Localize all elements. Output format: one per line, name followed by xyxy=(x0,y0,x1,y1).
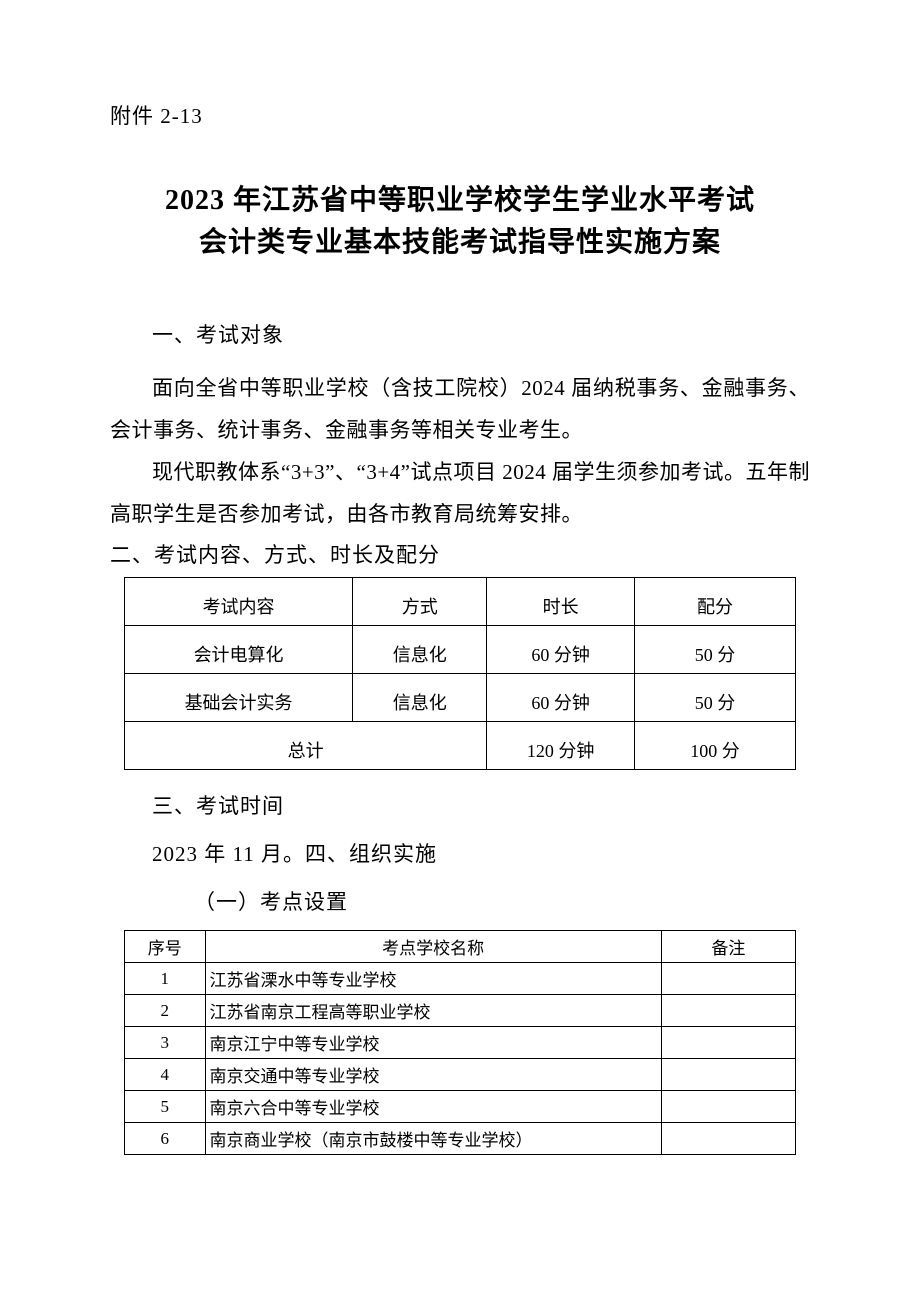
td-note xyxy=(661,1027,795,1059)
title-line-2: 会计类专业基本技能考试指导性实施方案 xyxy=(110,222,810,264)
th-method: 方式 xyxy=(353,578,487,626)
td-method: 信息化 xyxy=(353,674,487,722)
td-content: 基础会计实务 xyxy=(125,674,353,722)
table-header-row: 序号 考点学校名称 备注 xyxy=(125,931,796,963)
document-title: 2023 年江苏省中等职业学校学生学业水平考试 会计类专业基本技能考试指导性实施… xyxy=(110,180,810,264)
td-school: 江苏省溧水中等专业学校 xyxy=(205,963,661,995)
td-school: 江苏省南京工程高等职业学校 xyxy=(205,995,661,1027)
td-school: 南京江宁中等专业学校 xyxy=(205,1027,661,1059)
attachment-label: 附件 2-13 xyxy=(110,100,810,130)
th-duration: 时长 xyxy=(487,578,635,626)
td-method: 信息化 xyxy=(353,626,487,674)
section-3-heading: 三、考试时间 xyxy=(152,790,810,820)
td-seq: 6 xyxy=(125,1123,206,1155)
td-duration: 60 分钟 xyxy=(487,626,635,674)
section-1-para-1: 面向全省中等职业学校（含技工院校）2024 届纳税事务、金融事务、会计事务、统计… xyxy=(110,367,810,451)
table-row: 5 南京六合中等专业学校 xyxy=(125,1091,796,1123)
table-header-row: 考试内容 方式 时长 配分 xyxy=(125,578,796,626)
table-row: 1 江苏省溧水中等专业学校 xyxy=(125,963,796,995)
td-note xyxy=(661,1059,795,1091)
td-school: 南京商业学校（南京市鼓楼中等专业学校） xyxy=(205,1123,661,1155)
td-score: 50 分 xyxy=(634,626,795,674)
td-content: 会计电算化 xyxy=(125,626,353,674)
table-row: 4 南京交通中等专业学校 xyxy=(125,1059,796,1091)
table-row: 3 南京江宁中等专业学校 xyxy=(125,1027,796,1059)
td-seq: 5 xyxy=(125,1091,206,1123)
th-school: 考点学校名称 xyxy=(205,931,661,963)
section-3-date-line: 2023 年 11 月。四、组织实施 xyxy=(152,838,810,868)
td-seq: 3 xyxy=(125,1027,206,1059)
th-note: 备注 xyxy=(661,931,795,963)
td-duration: 60 分钟 xyxy=(487,674,635,722)
section-3-subsection: （一）考点设置 xyxy=(194,886,810,916)
section-1-heading: 一、考试对象 xyxy=(152,319,810,349)
table-row: 基础会计实务 信息化 60 分钟 50 分 xyxy=(125,674,796,722)
exam-site-table: 序号 考点学校名称 备注 1 江苏省溧水中等专业学校 2 江苏省南京工程高等职业… xyxy=(124,930,796,1155)
th-seq: 序号 xyxy=(125,931,206,963)
th-content: 考试内容 xyxy=(125,578,353,626)
td-score: 50 分 xyxy=(634,674,795,722)
section-1-para-2: 现代职教体系“3+3”、“3+4”试点项目 2024 届学生须参加考试。五年制高… xyxy=(110,451,810,535)
title-line-1: 2023 年江苏省中等职业学校学生学业水平考试 xyxy=(110,180,810,222)
table-row: 6 南京商业学校（南京市鼓楼中等专业学校） xyxy=(125,1123,796,1155)
td-total-label: 总计 xyxy=(125,722,487,770)
th-score: 配分 xyxy=(634,578,795,626)
table-total-row: 总计 120 分钟 100 分 xyxy=(125,722,796,770)
td-note xyxy=(661,963,795,995)
td-school: 南京六合中等专业学校 xyxy=(205,1091,661,1123)
td-school: 南京交通中等专业学校 xyxy=(205,1059,661,1091)
td-total-score: 100 分 xyxy=(634,722,795,770)
td-total-duration: 120 分钟 xyxy=(487,722,635,770)
td-note xyxy=(661,1123,795,1155)
td-note xyxy=(661,995,795,1027)
table-row: 会计电算化 信息化 60 分钟 50 分 xyxy=(125,626,796,674)
section-2-heading: 二、考试内容、方式、时长及配分 xyxy=(110,539,810,569)
exam-content-table: 考试内容 方式 时长 配分 会计电算化 信息化 60 分钟 50 分 基础会计实… xyxy=(124,577,796,770)
td-seq: 1 xyxy=(125,963,206,995)
td-seq: 2 xyxy=(125,995,206,1027)
td-note xyxy=(661,1091,795,1123)
table-row: 2 江苏省南京工程高等职业学校 xyxy=(125,995,796,1027)
td-seq: 4 xyxy=(125,1059,206,1091)
